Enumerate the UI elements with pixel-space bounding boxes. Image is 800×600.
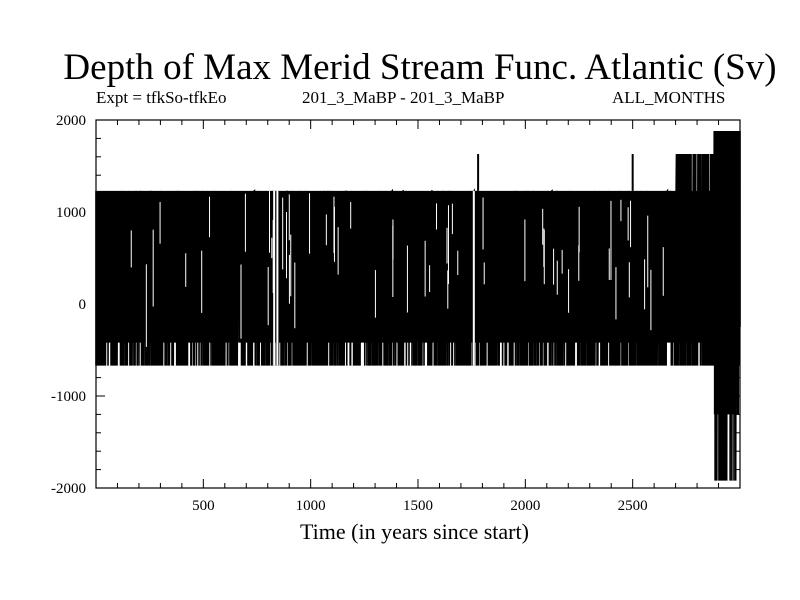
experiment-label: Expt = tfkSo-tfkEo [96, 88, 227, 107]
run-label: 201_3_MaBP - 201_3_MaBP [302, 88, 505, 107]
x-axis-label: Time (in years since start) [300, 519, 529, 544]
y-tick-label: 2000 [56, 113, 86, 129]
months-label: ALL_MONTHS [612, 88, 726, 107]
y-tick-label: 0 [79, 297, 87, 313]
x-tick-label: 1000 [296, 498, 326, 514]
x-tick-label: 500 [192, 498, 215, 514]
chart-title: Depth of Max Merid Stream Func. Atlantic… [63, 47, 777, 88]
x-tick-label: 2500 [618, 498, 648, 514]
series-layer [95, 131, 741, 481]
y-tick-label: -2000 [51, 481, 86, 497]
x-tick-label: 2000 [510, 498, 540, 514]
y-tick-label: -1000 [51, 389, 86, 405]
series-trace [95, 131, 741, 481]
x-tick-label: 1500 [403, 498, 433, 514]
y-tick-label: 1000 [56, 205, 86, 221]
axis-layer: 500 1000 1500 2000 2500 2000 1000 0 -1000 -2000 [51, 113, 741, 514]
